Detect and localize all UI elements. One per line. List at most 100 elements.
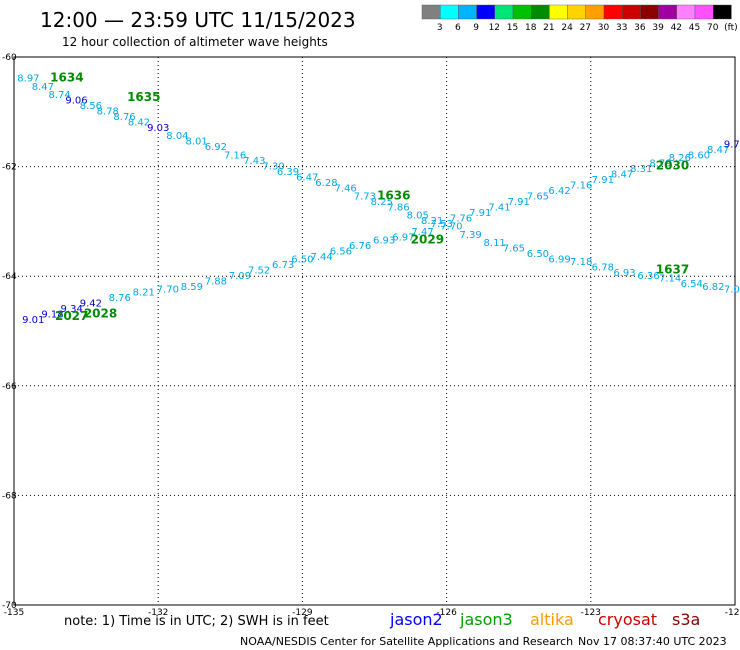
wave-height-label: 6.82 [702,282,724,293]
wave-height-label: 8.11 [484,238,506,249]
wave-height-label: 8.76 [109,293,131,304]
wave-height-label: 7.30 [262,161,284,172]
x-tick-label: -123 [581,608,601,618]
wave-height-label: 7.65 [503,244,525,255]
wave-height-label: 8.04 [166,131,188,142]
legend-label: 21 [543,23,554,33]
pass-label: 1635 [127,90,160,104]
pass-label: 2027 [55,309,88,323]
wave-height-label: 7.39 [460,230,482,241]
pass-label: 1637 [656,262,689,276]
wave-height-label: 7.76 [450,213,472,224]
legend-label: 12 [489,23,500,33]
wave-height-label: 7.91 [508,197,530,208]
satellite-name: s3a [672,610,700,629]
legend-label: 30 [598,23,610,33]
x-tick-label: -129 [292,608,313,618]
legend-label: 45 [689,23,700,33]
wave-height-label: 8.05 [407,211,429,222]
legend-label: 24 [561,23,573,33]
legend-label: 3 [437,23,443,33]
pass-label: 1634 [50,71,83,85]
wave-height-label: 6.28 [315,178,337,189]
satellite-legend: jason2 jason3 altika cryosat s3a [389,610,700,629]
x-tick-label: -120 [725,608,740,618]
legend-label: (ft) [724,23,738,33]
wave-height-label: 7.53 [431,219,453,230]
legend-swatch [549,4,568,20]
wave-height-label: 7.86 [387,202,409,213]
legend-swatch [421,4,441,20]
wave-height-label: 8.79 [649,159,671,170]
legend-swatch [603,4,623,20]
wave-height-label: 6.76 [349,241,371,252]
plot-frame [13,56,736,606]
legend-swatch [585,4,605,20]
wave-height-label: 7.46 [335,183,357,194]
satellite-name: altika [530,610,574,629]
wave-height-label: 7.43 [243,156,265,167]
wave-height-label: 6.56 [330,246,352,257]
legend-label: 70 [707,23,719,33]
wave-height-label: 9.06 [65,96,87,107]
wave-height-label: 7.18 [570,257,592,268]
wave-height-label: 8.42 [128,118,150,129]
wave-height-label: 8.25 [371,197,393,208]
x-tick-label: -132 [148,608,168,618]
wave-height-label: 9.42 [80,298,102,309]
y-tick-label: -62 [2,163,17,173]
legend-label: 39 [652,23,664,33]
legend-swatch [494,4,514,20]
legend-swatch [622,4,641,20]
wave-height-label: 8.97 [17,74,39,85]
legend-label: 18 [525,23,537,33]
y-tick-label: -60 [2,53,17,63]
legend-label: 15 [507,23,518,33]
legend-swatch [476,4,496,20]
legend-swatch [694,4,714,20]
wave-height-label: 6.50 [291,255,313,266]
y-tick-label: -66 [2,382,17,392]
wave-height-label: 8.59 [181,282,203,293]
wave-height-label: 8.21 [133,287,155,298]
legend-swatch [458,4,477,20]
wave-height-label: 9.01 [22,315,44,326]
wave-height-label: 8.78 [97,107,119,118]
wave-height-label: 6.47 [296,172,318,183]
wave-height-label: 6.93 [613,268,635,279]
pass-label: 2030 [656,158,689,172]
wave-height-label: 7.73 [354,191,376,202]
wave-height-label: 8.26 [669,153,691,164]
wave-height-label: 8.21 [421,216,443,227]
wave-height-label: 7.91 [469,208,491,219]
satellite-name: jason3 [459,610,513,629]
wave-height-label: 6.78 [592,263,614,274]
credit-text: NOAA/NESDIS Center for Satellite Applica… [240,635,573,648]
wave-height-label: 8.47 [707,145,729,156]
wave-height-label: 7.16 [570,181,592,192]
legend-swatch [531,4,550,20]
wave-height-label: 8.56 [80,101,102,112]
legend-label: 33 [616,23,627,33]
wave-height-label: 9.77 [724,139,740,150]
wave-height-label: 7.09 [229,271,251,282]
x-tick-labels: -135 -132 -129 -126 -123 -120 [4,608,740,618]
wave-height-label: 8.76 [113,112,135,123]
wave-height-label: 6.97 [392,233,414,244]
wave-height-label: 7.70 [157,285,179,296]
color-legend: 3 6 9 12 15 18 21 24 27 30 33 36 39 42 45 70 (ft) [421,4,738,33]
wave-height-label: 9.34 [61,304,83,315]
wave-height-label: 6.42 [548,186,570,197]
wave-height-label: 7.88 [205,276,227,287]
chart-subtitle: 12 hour collection of altimeter wave hei… [62,35,328,49]
y-tick-label: -64 [2,272,17,282]
wave-height-label: 6.99 [548,255,570,266]
wave-height-label: 6.92 [205,142,227,153]
legend-swatch [640,4,659,20]
satellite-name: cryosat [598,610,657,629]
wave-height-label: 8.60 [688,150,710,161]
wave-height-label: 6.93 [373,235,395,246]
legend-label: 36 [634,23,646,33]
